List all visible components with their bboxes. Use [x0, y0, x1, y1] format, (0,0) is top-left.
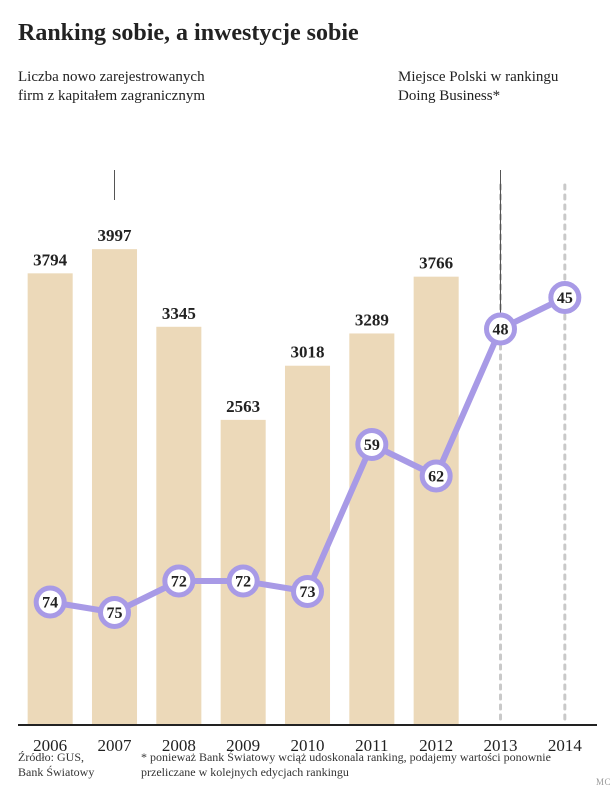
bar	[156, 327, 201, 725]
credit-label: MC	[596, 777, 611, 787]
bar	[92, 249, 137, 725]
chart-svg: 3794399733452563301832893766200620072008…	[18, 165, 597, 770]
chart-area: 3794399733452563301832893766200620072008…	[18, 165, 597, 695]
source-label: Źródło: GUS,Bank Światowy	[18, 750, 128, 781]
rank-value-label: 59	[364, 437, 380, 454]
bar	[349, 333, 394, 725]
rank-value-label: 45	[557, 290, 573, 307]
page: Ranking sobie, a inwestycje sobie Liczba…	[0, 0, 615, 793]
bar	[28, 273, 73, 725]
chart-title: Ranking sobie, a inwestycje sobie	[18, 20, 597, 47]
bar-value-label: 3766	[419, 254, 453, 273]
bar-value-label: 2563	[226, 397, 260, 416]
bar-value-label: 3997	[98, 226, 133, 245]
left-annotation: Liczba nowo zarejestrowanychfirm z kapit…	[18, 68, 278, 106]
rank-value-label: 73	[300, 584, 316, 601]
rank-value-label: 48	[493, 322, 509, 339]
rank-value-label: 72	[171, 574, 187, 591]
rank-value-label: 74	[42, 595, 58, 612]
bar	[285, 366, 330, 725]
rank-value-label: 75	[107, 605, 123, 622]
bar-value-label: 3345	[162, 304, 196, 323]
bar-value-label: 3794	[33, 250, 68, 269]
bar-value-label: 3289	[355, 310, 389, 329]
right-annotation: Miejsce Polski w rankinguDoing Business*	[398, 68, 608, 106]
rank-value-label: 72	[235, 574, 251, 591]
rank-value-label: 62	[428, 469, 444, 486]
footnote: * ponieważ Bank Światowy wciąż udoskonal…	[141, 750, 561, 781]
bar-value-label: 3018	[291, 343, 325, 362]
bar	[414, 277, 459, 725]
footer: Źródło: GUS,Bank Światowy * ponieważ Ban…	[18, 750, 597, 781]
